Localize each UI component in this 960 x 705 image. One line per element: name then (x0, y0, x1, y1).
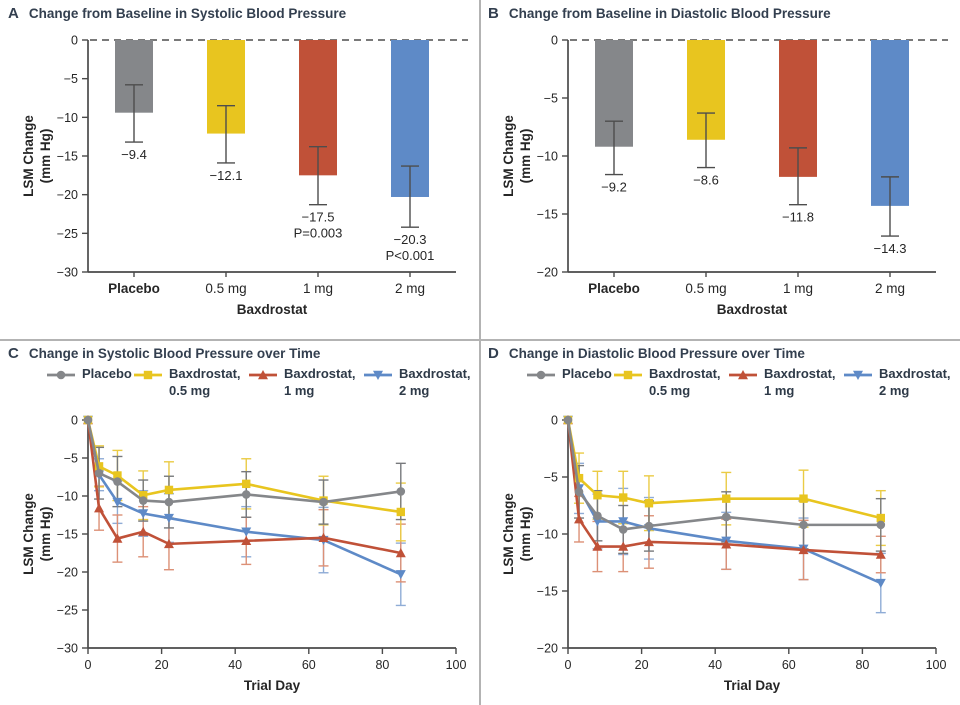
legend-item-baxdrostat-1mg: Baxdrostat, 1 mg (248, 366, 356, 400)
svg-text:0: 0 (551, 34, 558, 48)
panel-a-title-text: Change from Baseline in Systolic Blood P… (28, 6, 347, 21)
svg-text:Placebo: Placebo (108, 281, 160, 296)
panel-d-plot: 0 −5 −10 −15 −20 0 20 40 60 80 100 Trial Day (537, 414, 947, 694)
svg-text:40: 40 (228, 658, 242, 672)
svg-text:−14.3: −14.3 (874, 241, 907, 256)
legend-item-placebo: Placebo (46, 366, 132, 383)
svg-text:−15: −15 (537, 208, 558, 222)
panel-c-plot: 0 −5 −10 −15 −20 −25 −30 0 20 40 60 80 100 Trial Day (57, 414, 467, 694)
svg-text:−5: −5 (64, 452, 78, 466)
svg-text:−25: −25 (57, 604, 78, 618)
svg-text:−11.8: −11.8 (782, 210, 814, 225)
panel-d-title-text: Change in Diastolic Blood Pressure over … (508, 346, 805, 361)
svg-text:−30: −30 (57, 266, 78, 280)
panel-d-legend: Placebo Baxdrostat, 0.5 mg Baxdrostat, 1 m… (480, 366, 960, 408)
svg-text:−15: −15 (57, 528, 78, 542)
baxdrostat-05mg-line-square-icon (134, 370, 162, 380)
svg-text:80: 80 (375, 658, 389, 672)
legend-item-baxdrostat-2mg: Baxdrostat, 2 mg (363, 366, 471, 400)
svg-text:−12.1: −12.1 (210, 168, 243, 183)
panel-d-title: D Change in Diastolic Blood Pressure ove… (488, 345, 805, 362)
panel-c-title: C Change in Systolic Blood Pressure over… (8, 345, 320, 362)
svg-text:−10: −10 (57, 111, 78, 125)
svg-text:60: 60 (782, 658, 796, 672)
svg-text:−20: −20 (537, 642, 558, 656)
panel-a-letter: A (8, 5, 19, 22)
svg-text:2 mg: 2 mg (395, 281, 425, 296)
svg-text:100: 100 (446, 658, 467, 672)
panel-c-title-text: Change in Systolic Blood Pressure over T… (28, 346, 321, 361)
baxdrostat-05mg-line-square-icon (614, 370, 642, 380)
baxdrostat-1mg-line-triangle-icon (249, 370, 277, 380)
svg-text:P<0.001: P<0.001 (386, 248, 435, 263)
svg-text:−15: −15 (537, 585, 558, 599)
svg-text:0.5 mg: 0.5 mg (685, 281, 726, 296)
panel-a-systolic-bar: A Change from Baseline in Systolic Blood… (0, 0, 480, 340)
baxdrostat-2mg-line-triangle-down-icon (844, 370, 872, 380)
svg-text:−5: −5 (64, 72, 78, 86)
svg-text:−5: −5 (544, 471, 558, 485)
svg-text:20: 20 (155, 658, 169, 672)
svg-text:1 mg: 1 mg (303, 281, 333, 296)
panel-b-title: B Change from Baseline in Diastolic Bloo… (488, 5, 831, 22)
legend-item-placebo: Placebo (526, 366, 612, 383)
svg-text:−9.4: −9.4 (121, 147, 147, 162)
legend-item-baxdrostat-2mg: Baxdrostat, 2 mg (843, 366, 951, 400)
panel-divider-vertical (479, 0, 481, 705)
panel-c-legend: Placebo Baxdrostat, 0.5 mg Baxdrostat, 1 m… (0, 366, 480, 408)
legend-item-baxdrostat-05mg: Baxdrostat, 0.5 mg (613, 366, 721, 400)
svg-text:−15: −15 (57, 150, 78, 164)
legend-item-baxdrostat-05mg: Baxdrostat, 0.5 mg (133, 366, 241, 400)
panel-d-letter: D (488, 345, 499, 362)
svg-text:Baxdrostat: Baxdrostat (717, 302, 788, 317)
svg-text:Trial Day: Trial Day (724, 678, 781, 693)
panel-a-plot: 0 −5 −10 −15 −20 −25 −30 −9.4 Placebo −12.1 0.5 mg… (57, 34, 468, 317)
panel-c-systolic-line: C Change in Systolic Blood Pressure over… (0, 340, 480, 705)
svg-text:40: 40 (708, 658, 722, 672)
baxdrostat-2mg-line-triangle-down-icon (364, 370, 392, 380)
svg-text:−9.2: −9.2 (601, 180, 627, 195)
panel-divider-horizontal (0, 339, 960, 341)
svg-text:0: 0 (71, 34, 78, 48)
svg-text:P=0.003: P=0.003 (294, 226, 343, 241)
panel-c-letter: C (8, 345, 19, 362)
legend-item-baxdrostat-1mg: Baxdrostat, 1 mg (728, 366, 836, 400)
panel-d-diastolic-line: D Change in Diastolic Blood Pressure ove… (480, 340, 960, 705)
svg-text:Baxdrostat: Baxdrostat (237, 302, 308, 317)
panel-b-title-text: Change from Baseline in Diastolic Blood … (508, 6, 831, 21)
panel-b-plot: 0 −5 −10 −15 −20 −9.2 Placebo −8.6 0.5 mg −11.8 1 … (537, 34, 948, 317)
svg-text:100: 100 (926, 658, 947, 672)
placebo-line-circle-icon (47, 370, 75, 380)
svg-text:60: 60 (302, 658, 316, 672)
svg-text:−10: −10 (57, 490, 78, 504)
svg-text:0: 0 (565, 658, 572, 672)
svg-text:−5: −5 (544, 92, 558, 106)
svg-text:0: 0 (551, 414, 558, 428)
svg-text:80: 80 (855, 658, 869, 672)
svg-text:−8.6: −8.6 (693, 173, 719, 188)
panel-b-letter: B (488, 5, 499, 22)
svg-text:Trial Day: Trial Day (244, 678, 301, 693)
svg-text:−10: −10 (537, 150, 558, 164)
svg-text:20: 20 (635, 658, 649, 672)
svg-text:Placebo: Placebo (588, 281, 640, 296)
svg-text:−20: −20 (57, 566, 78, 580)
svg-text:1 mg: 1 mg (783, 281, 813, 296)
svg-text:−20: −20 (537, 266, 558, 280)
svg-text:0: 0 (85, 658, 92, 672)
svg-text:−10: −10 (537, 528, 558, 542)
svg-text:−17.5: −17.5 (302, 210, 335, 225)
panel-b-diastolic-bar: B Change from Baseline in Diastolic Bloo… (480, 0, 960, 340)
svg-text:0: 0 (71, 414, 78, 428)
svg-text:0.5 mg: 0.5 mg (205, 281, 246, 296)
svg-text:−20.3: −20.3 (394, 232, 427, 247)
placebo-line-circle-icon (527, 370, 555, 380)
panel-a-title: A Change from Baseline in Systolic Blood… (8, 5, 346, 22)
svg-text:2 mg: 2 mg (875, 281, 905, 296)
svg-text:−30: −30 (57, 642, 78, 656)
baxdrostat-1mg-line-triangle-icon (729, 370, 757, 380)
svg-text:−25: −25 (57, 227, 78, 241)
svg-text:−20: −20 (57, 188, 78, 202)
